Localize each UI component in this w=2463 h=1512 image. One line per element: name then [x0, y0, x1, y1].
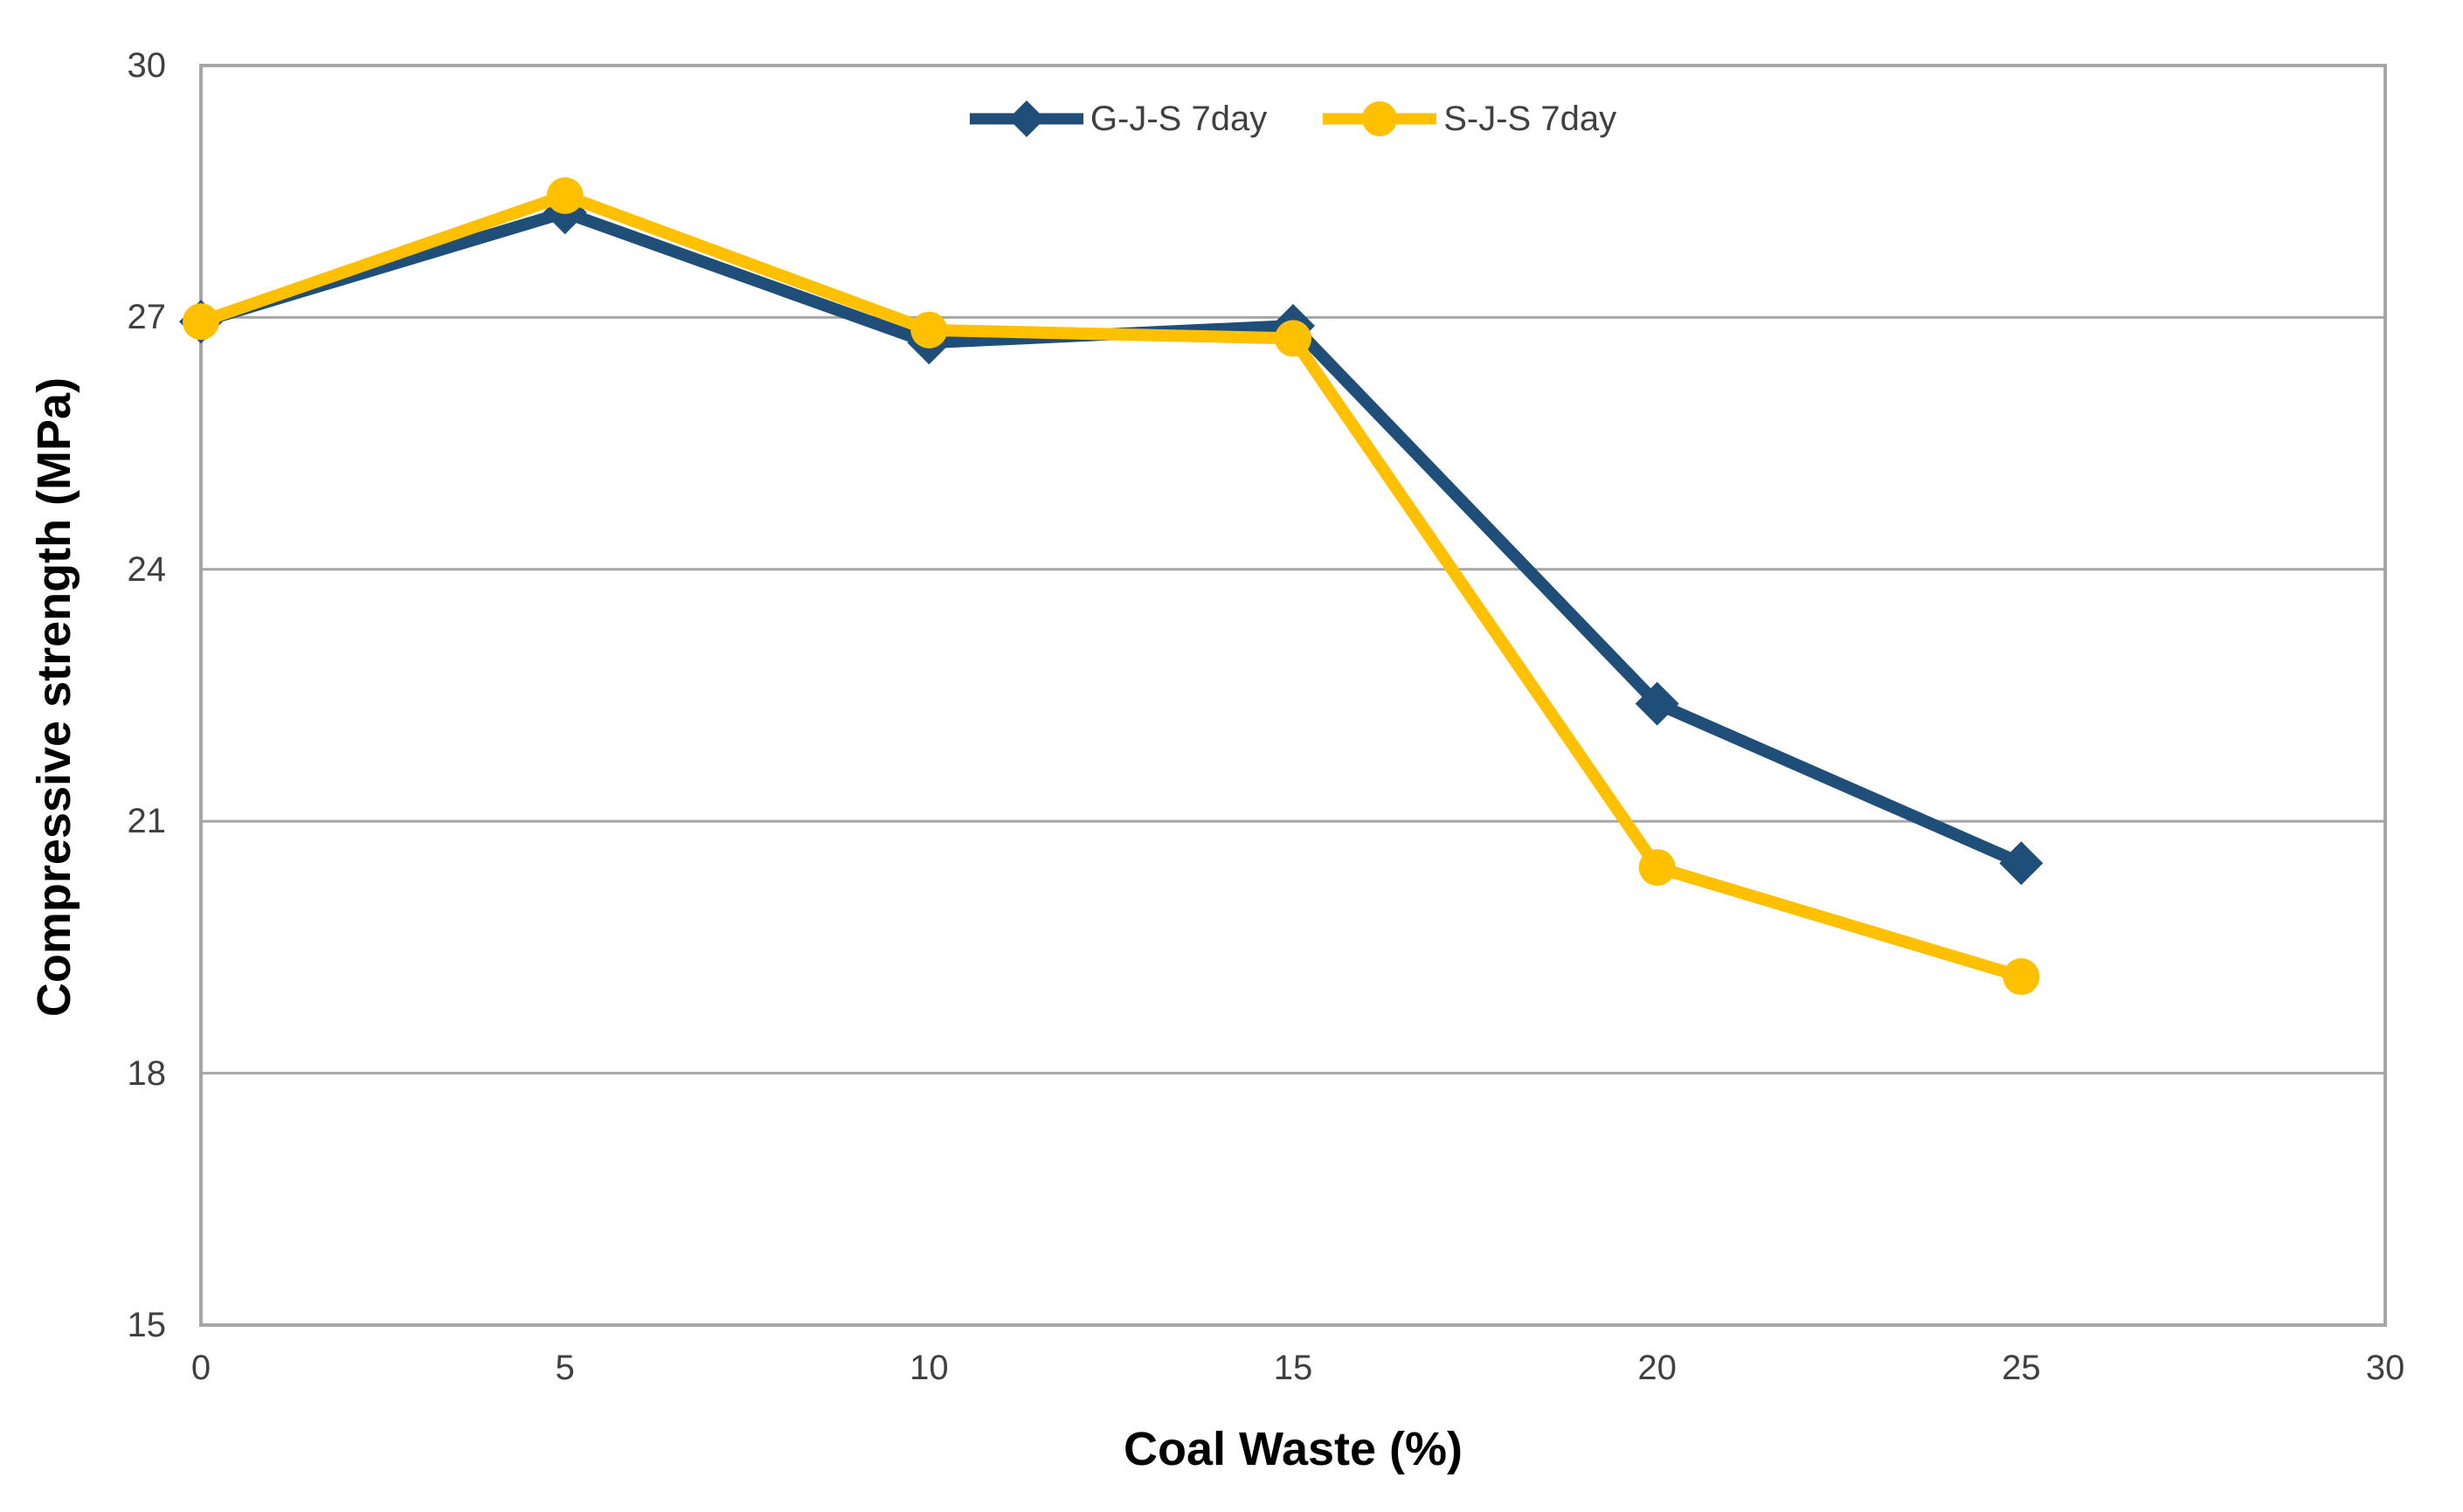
data-point-circle: [183, 303, 219, 341]
x-tick-label: 5: [555, 1349, 575, 1387]
y-tick-label: 30: [127, 46, 167, 85]
x-tick-label: 25: [2002, 1349, 2041, 1387]
data-point-circle: [910, 311, 948, 349]
data-point-circle: [1275, 320, 1311, 357]
x-tick-label: 30: [2365, 1349, 2405, 1387]
data-point-circle: [1638, 849, 1676, 887]
x-axis-title: Coal Waste (%): [1123, 1423, 1463, 1475]
plot-border: [199, 64, 2387, 1327]
y-tick-label: 15: [127, 1306, 167, 1344]
legend: G-J-S 7day S-J-S 7day: [201, 94, 2385, 143]
data-point-circle: [2003, 958, 2040, 996]
legend-item-sjs: S-J-S 7day: [1323, 94, 1616, 143]
x-tick-label: 0: [190, 1349, 211, 1387]
y-axis-title: Compressive strength (MPa): [28, 376, 80, 1018]
data-point-diamond: [1635, 681, 1679, 726]
data-point-diamond: [1999, 841, 2044, 886]
y-tick-label: 27: [127, 298, 167, 337]
legend-label: S-J-S 7day: [1443, 100, 1617, 138]
series-line-gjs: [195, 206, 2028, 870]
x-tick-label: 10: [910, 1349, 949, 1387]
legend-label: G-J-S 7day: [1090, 100, 1268, 138]
x-tick-label: 20: [1637, 1349, 1677, 1387]
legend-item-gjs: G-J-S 7day: [969, 94, 1268, 143]
y-tick-label: 24: [127, 549, 167, 589]
legend-marker-circle-icon: [1323, 101, 1437, 136]
series-line-sjs: [195, 190, 2028, 984]
data-point-circle: [546, 177, 584, 215]
legend-marker-diamond-icon: [969, 100, 1083, 137]
y-tick-label: 21: [127, 802, 167, 841]
y-tick-label: 18: [127, 1053, 167, 1093]
x-tick-label: 15: [1273, 1349, 1313, 1387]
